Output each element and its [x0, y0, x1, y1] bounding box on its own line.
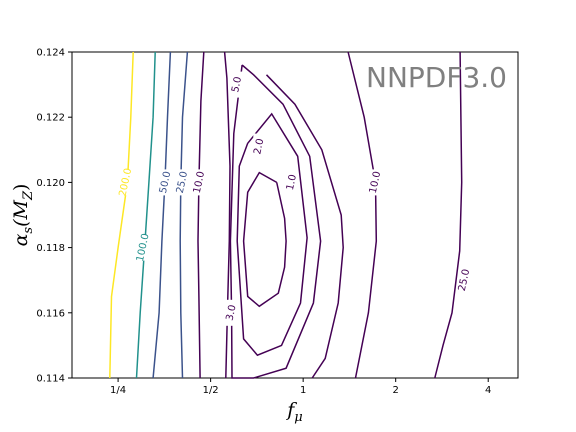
y-axis-label-arg-sub: Z — [21, 190, 36, 201]
y-tick-label-2: 0.118 — [36, 243, 65, 254]
contour-line-4 — [265, 74, 344, 379]
y-axis-label: αs(MZ) — [10, 184, 36, 247]
contour-label-bg-11 — [119, 169, 132, 196]
y-axis-label-sub: s — [21, 227, 36, 234]
contour-label-1: 2.0 — [252, 138, 266, 156]
contour-line-2 — [229, 64, 322, 379]
y-tick-label-3: 0.120 — [36, 178, 65, 189]
x-axis-label-sub: μ — [294, 410, 302, 425]
y-axis-ticks: 0.114 0.116 0.118 0.120 0.122 0.124 — [36, 48, 72, 385]
x-axis-label-main: f — [285, 399, 297, 421]
x-tick-label-0: 1/4 — [110, 385, 126, 396]
contour-line-6 — [347, 51, 378, 379]
contour-line-1 — [236, 112, 308, 357]
contour-label-bg-0 — [286, 169, 299, 196]
contour-line-0 — [242, 171, 287, 308]
y-axis-label-arg: (M — [10, 200, 32, 227]
y-tick-label-4: 0.122 — [36, 113, 65, 124]
contour-label-9: 50.0 — [158, 170, 173, 194]
contour-label-bg-1 — [253, 133, 266, 160]
x-axis-label: fμ — [285, 399, 303, 425]
contour-label-7: 25.0 — [175, 170, 190, 194]
contour-label-0: 1.0 — [285, 173, 299, 191]
contour-line-10 — [135, 51, 156, 379]
contour-line-5 — [197, 51, 205, 379]
y-tick-label-1: 0.116 — [36, 308, 65, 319]
contour-label-bg-7 — [176, 169, 189, 196]
contour-label-6: 10.0 — [368, 170, 383, 194]
contour-label-bg-10 — [137, 234, 150, 261]
x-axis-ticks: 1/4 1/2 1 2 4 — [110, 378, 491, 396]
y-axis-label-close: ) — [10, 184, 32, 191]
contour-label-bg-8 — [458, 267, 471, 294]
contour-label-2: 3.0 — [225, 304, 239, 322]
contour-line-11 — [109, 51, 134, 379]
y-tick-label-5: 0.124 — [36, 48, 65, 59]
x-tick-label-3: 2 — [392, 385, 398, 396]
contour-label-bg-9 — [159, 169, 172, 196]
contour-label-5: 10.0 — [192, 170, 207, 194]
contour-label-bg-3 — [231, 71, 244, 98]
x-tick-label-2: 1 — [300, 385, 306, 396]
contour-label-bg-5 — [193, 169, 206, 196]
x-tick-label-1: 1/2 — [203, 385, 219, 396]
contour-line-7 — [179, 51, 189, 379]
contour-lines — [109, 51, 463, 379]
contour-label-8: 25.0 — [457, 268, 472, 292]
contour-line-9 — [152, 51, 172, 379]
contour-label-bg-2 — [225, 299, 238, 326]
watermark: NNPDF3.0 — [366, 61, 507, 94]
x-tick-label-4: 4 — [485, 385, 491, 396]
y-tick-label-0: 0.114 — [36, 374, 65, 385]
contour-label-bg-6 — [369, 169, 382, 196]
y-axis-label-main: α — [10, 233, 32, 246]
contour-label-3: 5.0 — [230, 76, 244, 94]
contour-labels: 1.02.03.05.010.0 10.025.025.050.0100.0200… — [118, 71, 472, 326]
contour-line-8 — [434, 51, 463, 379]
